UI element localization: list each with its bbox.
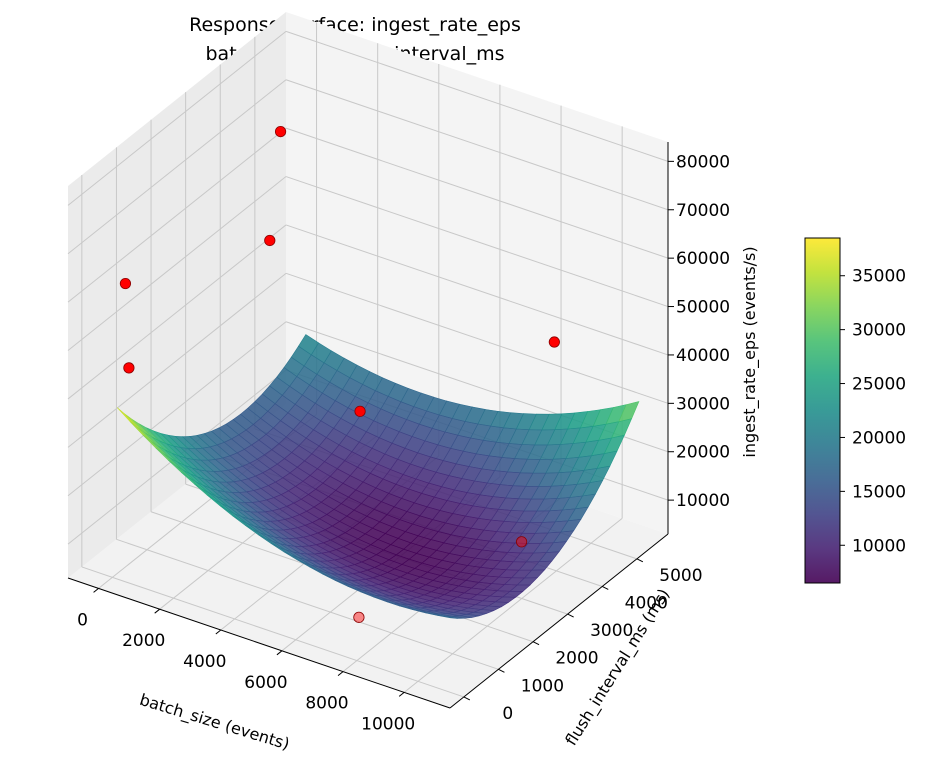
x-tick-label: 6000	[244, 673, 287, 693]
tick-mark	[398, 692, 405, 697]
x-tick-label: 2000	[122, 631, 165, 651]
axis-lines	[67, 142, 669, 709]
data-point	[119, 277, 132, 290]
colorbar-tick-label: 20000	[852, 428, 906, 448]
x-tick-label: 4000	[183, 652, 226, 672]
x-axis-label: batch_size (events)	[137, 690, 292, 755]
tick-mark	[567, 613, 574, 618]
grid-line-z	[285, 176, 669, 308]
data-point	[354, 405, 366, 417]
colorbar-tick-label: 10000	[852, 536, 906, 556]
grid-line-z	[285, 127, 669, 259]
grid-line-z	[67, 272, 287, 448]
colorbar-tick-label: 35000	[852, 267, 906, 287]
z-tick-label: 20000	[676, 443, 730, 463]
x-axis-line	[67, 577, 451, 709]
y-tick-label: 0	[502, 704, 513, 724]
grid-line-z	[285, 272, 669, 404]
z-tick-label: 30000	[676, 394, 730, 414]
tick-mark	[602, 586, 609, 590]
tick-mark	[498, 668, 505, 673]
response-surface	[116, 334, 640, 619]
scatter-points	[119, 125, 560, 623]
data-point	[515, 536, 528, 548]
grid-line-z	[285, 30, 669, 162]
grid-line-z	[67, 79, 287, 255]
y-tick-label: 1000	[521, 676, 564, 696]
z-axis-label: ingest_rate_eps (events/s)	[740, 246, 760, 457]
data-point	[264, 234, 276, 247]
z-tick-label: 10000	[676, 491, 730, 511]
y-tick-label: 2000	[555, 649, 598, 669]
y-axis-line	[449, 533, 669, 709]
y-tick-label: 5000	[659, 566, 702, 586]
y-tick-label: 4000	[625, 594, 668, 614]
grid-line-z	[67, 176, 287, 351]
grid-line-z	[285, 224, 669, 356]
x-tick-label: 8000	[305, 694, 348, 714]
colorbar-tick-label: 25000	[852, 375, 906, 395]
grid-line-z	[67, 30, 287, 206]
data-point	[353, 611, 365, 623]
tick-mark	[276, 650, 283, 656]
grid-line-x	[403, 518, 623, 693]
y-tick-label: 3000	[590, 621, 633, 641]
tick-labels: 0 2000 4000 6000 8000 10000 0 1000 2000 3000 4000 5…	[77, 152, 730, 734]
x-tick-label: 10000	[361, 714, 415, 734]
colorbar: 10000 15000 20000 25000 30000 35000	[804, 237, 906, 584]
surface-patch	[437, 615, 458, 619]
data-point	[274, 125, 287, 138]
grid-line-y	[81, 566, 465, 698]
z-tick-label: 50000	[676, 298, 730, 318]
grid-line-z	[67, 321, 287, 497]
tick-mark	[93, 588, 99, 593]
tick-mark	[215, 629, 222, 635]
tick-mark	[463, 696, 471, 701]
data-point	[548, 336, 560, 348]
grid-line-z	[67, 127, 287, 303]
grid-line-z	[285, 79, 669, 211]
grid-line-y	[116, 538, 499, 670]
x-tick-label: 0	[77, 610, 88, 630]
tick-mark	[636, 558, 644, 563]
tick-mark	[154, 608, 160, 614]
colorbar-tick-label: 15000	[852, 482, 906, 502]
colorbar-bar	[804, 237, 841, 584]
tick-mark	[532, 641, 540, 646]
z-tick-label: 60000	[676, 249, 730, 269]
data-point	[123, 362, 135, 374]
z-tick-label: 40000	[676, 346, 730, 366]
colorbar-tick-label: 30000	[852, 321, 906, 341]
z-tick-label: 70000	[676, 201, 730, 221]
chart-title: Response Surface: ingest_rate_eps	[189, 14, 521, 36]
z-tick-label: 80000	[676, 152, 730, 172]
axis-panes	[68, 12, 668, 708]
grid-line-z	[67, 224, 287, 400]
tick-mark	[337, 671, 344, 676]
